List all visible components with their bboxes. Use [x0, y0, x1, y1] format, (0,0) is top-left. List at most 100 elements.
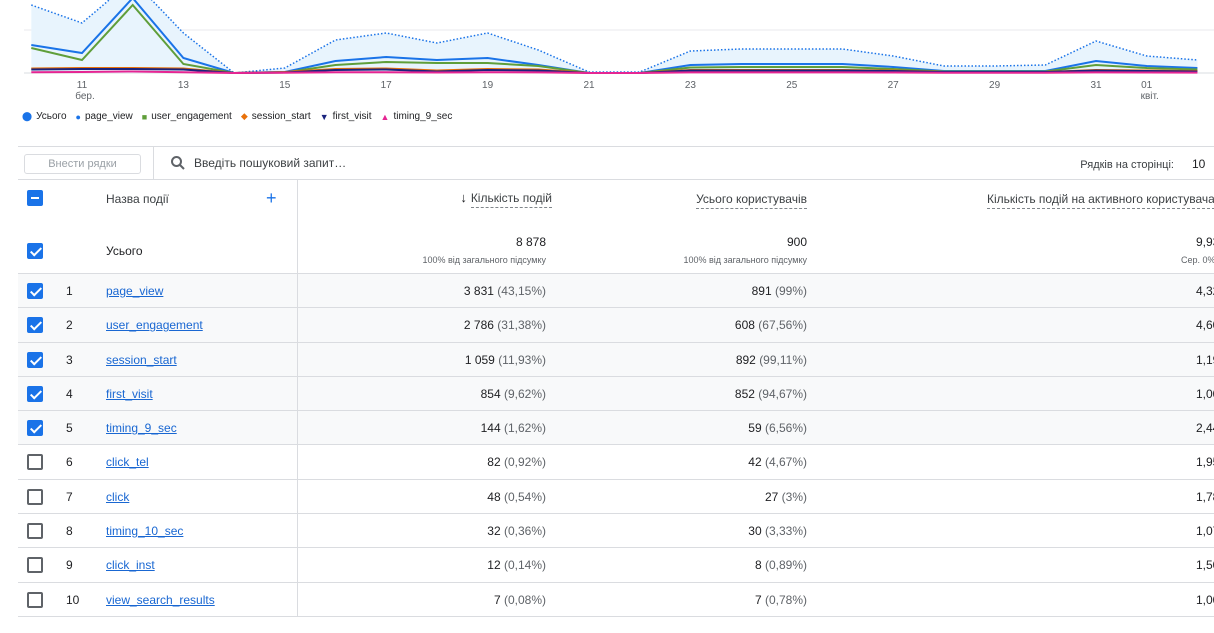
event-count: 1 059 [464, 352, 495, 367]
table-row[interactable]: 7 click 48 (0,54%) 27 (3%) 1,78 [18, 479, 1214, 515]
events-per-user-cell: 1,19 [1196, 352, 1214, 367]
event-name-link[interactable]: view_search_results [106, 592, 215, 607]
users-pct: (0,78%) [764, 592, 807, 607]
users-pct: (0,89%) [764, 558, 807, 573]
row-checkbox[interactable] [27, 488, 43, 505]
row-checkbox[interactable] [27, 317, 43, 334]
events-per-user-cell: 1,07 [1196, 524, 1214, 539]
divider [297, 479, 298, 514]
events-table: Назва події + ↓ Кількість подій Усього к… [18, 180, 1214, 617]
row-index: 5 [66, 421, 73, 436]
header-event-name[interactable]: Назва події [106, 192, 169, 206]
total-events-per-user-sub: Сер. 0% [1181, 255, 1214, 265]
legend-label: session_start [251, 111, 311, 122]
legend-item[interactable]: ▼ first_visit [320, 111, 372, 122]
event-count: 144 [480, 421, 501, 436]
users-count: 852 [734, 386, 755, 401]
row-checkbox[interactable] [27, 591, 43, 608]
event-name-link[interactable]: page_view [106, 284, 164, 298]
total-users: 900 [786, 235, 807, 249]
event-count-cell: 82 (0,92%) [487, 455, 546, 469]
total-users-cell: 7 (0,78%) [755, 593, 807, 607]
legend-label: timing_9_sec [393, 111, 453, 122]
event-count-cell: 7 (0,08%) [494, 593, 546, 607]
row-checkbox[interactable] [27, 351, 43, 368]
row-index: 3 [66, 352, 73, 367]
table-row[interactable]: 4 first_visit 854 (9,62%) 852 (94,67%) 1… [18, 376, 1214, 412]
table-row[interactable]: 2 user_engagement 2 786 (31,38%) 608 (67… [18, 308, 1214, 343]
x-tick-label: 29 [989, 80, 1001, 91]
table-row[interactable]: 9 click_inst 12 (0,14%) 8 (0,89%) 1,50 [18, 548, 1214, 583]
row-checkbox[interactable] [27, 420, 43, 437]
table-row[interactable]: 1 page_view 3 831 (43,15%) 891 (99%) 4,3… [18, 274, 1214, 309]
event-name-link[interactable]: session_start [106, 352, 177, 367]
event-name-link[interactable]: click_inst [106, 558, 155, 573]
event-count: 3 831 [463, 284, 494, 298]
divider [297, 445, 298, 479]
legend-marker-icon: ■ [141, 111, 148, 122]
legend-marker-icon: ▲ [380, 111, 390, 122]
total-users-cell: 852 (94,67%) [735, 387, 807, 401]
header-event-count[interactable]: Кількість подій [470, 191, 552, 208]
table-toolbar: Внести рядки Введіть пошуковий запит… Ря… [18, 146, 1214, 180]
event-name-link[interactable]: user_engagement [106, 318, 203, 333]
table-row[interactable]: 6 click_tel 82 (0,92%) 42 (4,67%) 1,95 [18, 445, 1214, 480]
legend-item[interactable]: ■ user_engagement [142, 111, 232, 122]
search-field[interactable]: Введіть пошуковий запит… [170, 155, 346, 171]
total-users-cell: 30 (3,33%) [748, 524, 807, 538]
event-count-pct: (31,38%) [497, 318, 546, 333]
total-events-per-user: 9,93 [1196, 235, 1214, 249]
row-checkbox[interactable] [27, 557, 43, 574]
legend-item[interactable]: ⬤ Усього [22, 111, 67, 122]
users-pct: (67,56%) [758, 318, 807, 333]
row-checkbox[interactable] [27, 283, 43, 299]
header-total-users[interactable]: Усього користувачів [696, 192, 807, 209]
select-all-checkbox[interactable] [27, 190, 43, 206]
x-tick-label: 25 [786, 80, 798, 91]
event-name-link[interactable]: timing_10_sec [106, 524, 184, 539]
x-tick-label: 01 [1141, 80, 1153, 91]
legend-marker-icon: ● [75, 111, 81, 122]
event-count: 82 [487, 455, 501, 470]
x-tick-label: 21 [583, 80, 595, 91]
row-checkbox[interactable] [27, 385, 43, 402]
header-events-per-active-user[interactable]: Кількість подій на активного користувача [987, 192, 1214, 209]
divider [297, 376, 298, 411]
legend-item[interactable]: ◆ session_start [241, 111, 311, 122]
users-count: 30 [748, 524, 762, 539]
total-users-sub: 100% від загального підсумку [683, 255, 807, 265]
series-line-timing_9_sec [31, 70, 1198, 75]
search-placeholder: Введіть пошуковий запит… [194, 156, 347, 170]
total-users-cell: 8 (0,89%) [755, 558, 807, 572]
event-name-link[interactable]: first_visit [106, 386, 153, 401]
legend-label: first_visit [332, 111, 372, 122]
table-row[interactable]: 10 view_search_results 7 (0,08%) 7 (0,78… [18, 582, 1214, 617]
event-count-cell: 12 (0,14%) [487, 558, 546, 572]
event-count: 32 [487, 524, 501, 539]
table-row[interactable]: 8 timing_10_sec 32 (0,36%) 30 (3,33%) 1,… [18, 514, 1214, 549]
event-name-link[interactable]: click [106, 489, 130, 504]
events-per-user-cell: 4,60 [1196, 318, 1214, 333]
row-checkbox[interactable] [27, 454, 43, 471]
event-name-link[interactable]: click_tel [106, 455, 149, 470]
table-row[interactable]: 3 session_start 1 059 (11,93%) 892 (99,1… [18, 342, 1214, 377]
event-name-link[interactable]: timing_9_sec [106, 421, 177, 436]
add-rows-button[interactable]: Внести рядки [24, 154, 141, 174]
event-count: 2 786 [463, 318, 494, 333]
legend-item[interactable]: ▲ timing_9_sec [381, 111, 453, 122]
table-row[interactable]: 5 timing_9_sec 144 (1,62%) 59 (6,56%) 2,… [18, 411, 1214, 446]
total-users-cell: 892 (99,11%) [736, 353, 807, 367]
totals-checkbox[interactable] [27, 243, 43, 259]
event-count-pct: (0,14%) [503, 558, 546, 573]
divider [153, 147, 154, 180]
add-dimension-plus-icon[interactable]: + [266, 188, 277, 208]
rows-per-page-select[interactable]: 10 [1192, 157, 1206, 171]
row-checkbox[interactable] [27, 523, 43, 540]
totals-label: Усього [106, 244, 143, 258]
event-count-cell: 1 059 (11,93%) [465, 353, 546, 367]
row-index: 8 [66, 524, 73, 539]
legend-item[interactable]: ● page_view [76, 111, 133, 122]
x-tick-month: бер. [75, 90, 95, 102]
event-count-pct: (9,62%) [503, 386, 546, 401]
